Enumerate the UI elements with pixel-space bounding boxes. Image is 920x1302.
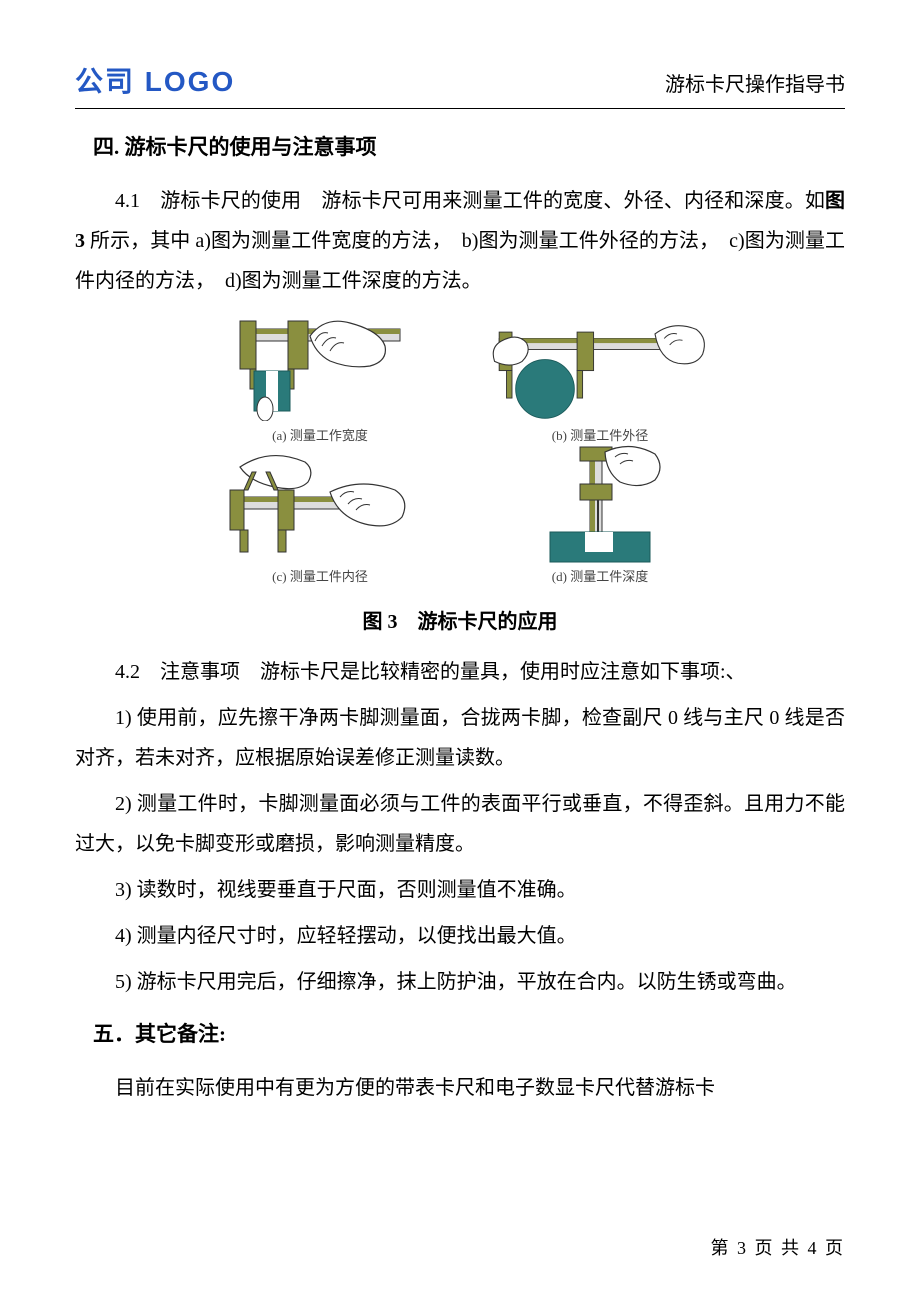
item-4: 4) 测量内径尺寸时，应轻轻摆动，以便找出最大值。 — [75, 916, 845, 956]
section-5-heading: 五．其它备注: — [75, 1018, 845, 1048]
figure-3b-cell: (b) 测量工件外径 — [480, 311, 720, 444]
figure-3a-caption: (a) 测量工作宽度 — [272, 425, 368, 444]
figure-3d-image — [490, 452, 710, 562]
figure-3d-caption: (d) 测量工件深度 — [552, 566, 648, 585]
figure-3c-cell: (c) 测量工件内径 — [200, 452, 440, 585]
item-5: 5) 游标卡尺用完后，仔细擦净，抹上防护油，平放在合内。以防生锈或弯曲。 — [75, 962, 845, 1002]
p41-suffix: 所示，其中 a)图为测量工件宽度的方法， b)图为测量工件外径的方法， c)图为… — [75, 230, 845, 292]
company-logo: 公司 LOGO — [75, 60, 235, 100]
page-header: 公司 LOGO 游标卡尺操作指导书 — [75, 60, 845, 100]
paragraph-4-2: 4.2 注意事项 游标卡尺是比较精密的量具，使用时应注意如下事项:、 — [75, 652, 845, 692]
paragraph-4-1: 4.1 游标卡尺的使用 游标卡尺可用来测量工件的宽度、外径、内径和深度。如图 3… — [75, 181, 845, 301]
figure-3d-cell: (d) 测量工件深度 — [480, 452, 720, 585]
document-title: 游标卡尺操作指导书 — [665, 68, 845, 97]
item-3: 3) 读数时，视线要垂直于尺面，否则测量值不准确。 — [75, 870, 845, 910]
figure-3a-cell: (a) 测量工作宽度 — [200, 311, 440, 444]
section-4-heading: 四. 游标卡尺的使用与注意事项 — [75, 131, 845, 161]
page-number: 第 3 页 共 4 页 — [711, 1234, 846, 1260]
figure-3-grid: (a) 测量工作宽度 (b) 测量工件外径 — [200, 311, 720, 585]
figure-3-block: (a) 测量工作宽度 (b) 测量工件外径 — [75, 311, 845, 634]
figure-3b-image — [490, 311, 710, 421]
figure-3c-caption: (c) 测量工件内径 — [272, 566, 368, 585]
item-1: 1) 使用前，应先擦干净两卡脚测量面，合拢两卡脚，检查副尺 0 线与主尺 0 线… — [75, 698, 845, 778]
figure-3a-image — [210, 311, 430, 421]
figure-3c-image — [210, 452, 430, 562]
item-2: 2) 测量工件时，卡脚测量面必须与工件的表面平行或垂直，不得歪斜。且用力不能过大… — [75, 784, 845, 864]
section-5-paragraph: 目前在实际使用中有更为方便的带表卡尺和电子数显卡尺代替游标卡 — [75, 1068, 845, 1108]
figure-3-title: 图 3 游标卡尺的应用 — [75, 605, 845, 634]
header-divider — [75, 108, 845, 109]
p41-prefix: 4.1 游标卡尺的使用 游标卡尺可用来测量工件的宽度、外径、内径和深度。如 — [115, 190, 825, 212]
